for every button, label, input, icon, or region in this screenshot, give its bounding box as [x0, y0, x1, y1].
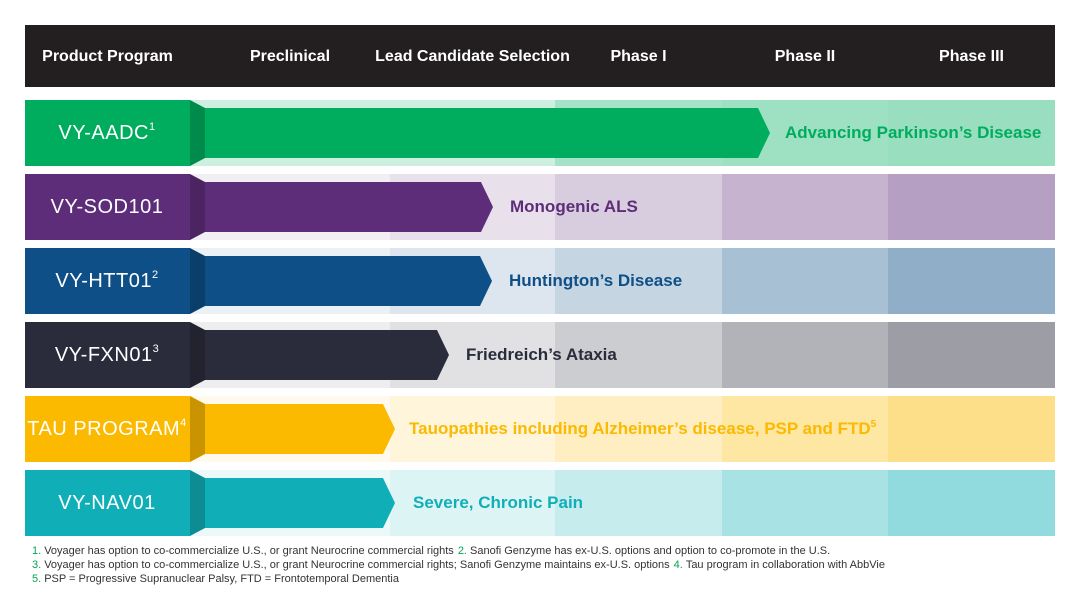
- footnote-line: 3. Voyager has option to co-commercialize…: [32, 559, 885, 571]
- indication-text: Monogenic ALS: [510, 197, 638, 216]
- indication-text: Friedreich’s Ataxia: [466, 345, 617, 364]
- progress-arrow: [205, 108, 770, 158]
- indication-text: Tauopathies including Alzheimer’s diseas…: [409, 419, 871, 438]
- program-label-box: [25, 248, 190, 314]
- indication: Monogenic ALS: [510, 197, 638, 216]
- stage-cell: [888, 248, 1055, 314]
- indication: Huntington’s Disease: [509, 271, 682, 290]
- stage-cell: [390, 470, 555, 536]
- indication-text: Advancing Parkinson’s Disease: [785, 123, 1041, 142]
- stage-cell: [722, 470, 888, 536]
- footnote-ref: 1: [149, 121, 156, 133]
- stage-cell: [555, 322, 722, 388]
- column-header: Phase I: [610, 48, 666, 65]
- footnote-text: PSP = Progressive Supranuclear Palsy, FT…: [44, 573, 400, 585]
- arrow-fold: [190, 470, 205, 536]
- footnote-ref: 4: [180, 417, 187, 429]
- program-label-box: [25, 100, 190, 166]
- indication: Friedreich’s Ataxia: [466, 345, 617, 364]
- stage-cell: [722, 322, 888, 388]
- program-label-box: [25, 470, 190, 536]
- program-name-text: VY-SOD101: [51, 196, 164, 218]
- program-label-box: [25, 396, 190, 462]
- stage-cell: [888, 100, 1055, 166]
- column-header: Product Program: [42, 48, 173, 65]
- footnote-number: 5.: [32, 573, 41, 585]
- program-name: VY-SOD101: [51, 196, 164, 218]
- stage-cell: [722, 174, 888, 240]
- indication: Severe, Chronic Pain: [413, 493, 583, 512]
- footnote-number: 2.: [458, 545, 467, 557]
- arrow-fold: [190, 100, 205, 166]
- arrow-fold: [190, 248, 205, 314]
- footnote-line: 1. Voyager has option to co-commercialize…: [32, 545, 830, 557]
- stage-cell: [722, 396, 888, 462]
- program-name: VY-AADC1: [58, 121, 155, 144]
- footnote-text: Sanofi Genzyme has ex-U.S. options and o…: [470, 545, 830, 557]
- program-name: VY-HTT012: [55, 269, 158, 292]
- stage-cell: [722, 248, 888, 314]
- stage-cell: [555, 396, 722, 462]
- progress-arrow: [205, 256, 492, 306]
- footnote-text: Voyager has option to co-commercialize U…: [44, 559, 670, 571]
- program-name-text: VY-AADC: [58, 122, 149, 144]
- program-name: VY-FXN013: [55, 343, 159, 366]
- indication: Tauopathies including Alzheimer’s diseas…: [409, 419, 877, 439]
- footnote-ref: 3: [153, 343, 160, 355]
- program-name: VY-NAV01: [58, 492, 155, 514]
- program-label-box: [25, 174, 190, 240]
- indication: Advancing Parkinson’s Disease: [785, 123, 1041, 142]
- program-name-text: VY-NAV01: [58, 492, 155, 514]
- program-name: TAU PROGRAM4: [27, 417, 187, 440]
- stage-cell: [888, 174, 1055, 240]
- column-header: Lead Candidate Selection: [375, 48, 570, 65]
- arrow-fold: [190, 322, 205, 388]
- progress-arrow: [205, 404, 395, 454]
- footnote-text: Tau program in collaboration with AbbVie: [686, 559, 885, 571]
- stage-cell: [555, 174, 722, 240]
- footnote-line: 5. PSP = Progressive Supranuclear Palsy, …: [32, 573, 400, 585]
- column-header: Phase II: [775, 48, 835, 65]
- stage-cell: [390, 396, 555, 462]
- progress-arrow: [205, 330, 449, 380]
- stage-cell: [888, 396, 1055, 462]
- stage-cell: [888, 322, 1055, 388]
- stage-cell: [888, 470, 1055, 536]
- footnote-number: 4.: [674, 559, 683, 571]
- progress-arrow: [205, 478, 395, 528]
- arrow-fold: [190, 174, 205, 240]
- program-name-text: VY-HTT01: [55, 270, 152, 292]
- program-name-text: TAU PROGRAM: [27, 418, 180, 440]
- footnote-text: Voyager has option to co-commercialize U…: [44, 545, 454, 557]
- program-name-text: VY-FXN01: [55, 344, 153, 366]
- arrow-fold: [190, 396, 205, 462]
- indication-text: Severe, Chronic Pain: [413, 493, 583, 512]
- footnote-number: 3.: [32, 559, 41, 571]
- header-bar: [25, 25, 1055, 87]
- footnote-number: 1.: [32, 545, 41, 557]
- footnote-ref: 2: [152, 269, 159, 281]
- column-header: Phase III: [939, 48, 1004, 65]
- stage-cell: [555, 470, 722, 536]
- stage-cell: [555, 248, 722, 314]
- column-header: Preclinical: [250, 48, 330, 65]
- program-label-box: [25, 322, 190, 388]
- indication-text: Huntington’s Disease: [509, 271, 682, 290]
- progress-arrow: [205, 182, 493, 232]
- footnote-ref: 5: [871, 419, 877, 430]
